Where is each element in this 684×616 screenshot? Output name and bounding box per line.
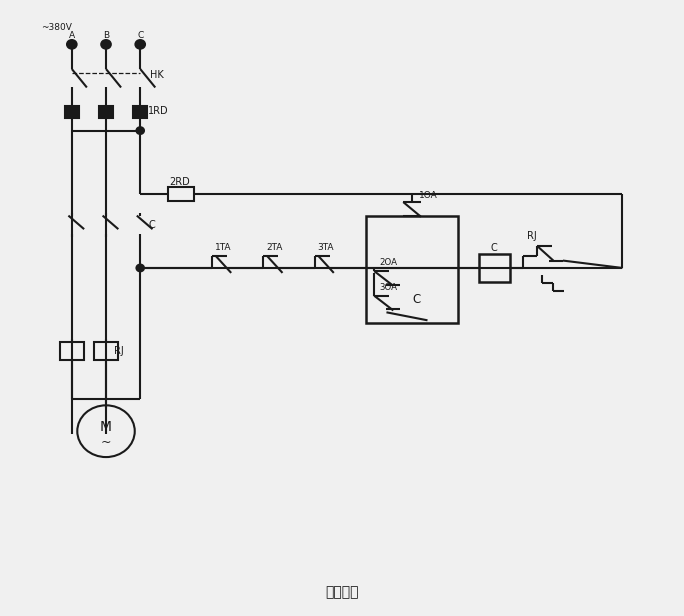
- Circle shape: [77, 405, 135, 457]
- Bar: [133, 106, 147, 118]
- Text: ~: ~: [101, 436, 111, 449]
- Bar: [366, 216, 458, 323]
- Text: C: C: [137, 31, 144, 40]
- Text: ~380V: ~380V: [41, 23, 72, 32]
- Bar: [60, 342, 84, 360]
- Text: 2RD: 2RD: [169, 177, 189, 187]
- Bar: [65, 106, 79, 118]
- Text: 3OA: 3OA: [380, 283, 397, 291]
- Text: 多点控制: 多点控制: [326, 586, 358, 599]
- Circle shape: [136, 128, 144, 134]
- Text: 1OA: 1OA: [419, 192, 438, 200]
- Text: 1RD: 1RD: [148, 106, 169, 116]
- Text: RJ: RJ: [114, 346, 124, 356]
- Circle shape: [135, 40, 145, 49]
- Bar: [94, 342, 118, 360]
- Text: HK: HK: [150, 70, 163, 80]
- Text: B: B: [103, 31, 109, 40]
- Text: 3TA: 3TA: [317, 243, 334, 252]
- Text: C: C: [491, 243, 497, 253]
- Bar: [168, 187, 194, 201]
- Text: C: C: [148, 220, 155, 230]
- Text: 2TA: 2TA: [266, 243, 282, 252]
- Text: C: C: [412, 293, 421, 307]
- Circle shape: [136, 265, 144, 271]
- Text: 2OA: 2OA: [380, 258, 397, 267]
- Text: A: A: [69, 31, 75, 40]
- Circle shape: [67, 40, 77, 49]
- Circle shape: [101, 40, 111, 49]
- Text: RJ: RJ: [527, 231, 537, 241]
- Bar: [479, 254, 510, 282]
- Text: M: M: [100, 420, 112, 434]
- Text: 1TA: 1TA: [215, 243, 231, 252]
- Bar: [99, 106, 113, 118]
